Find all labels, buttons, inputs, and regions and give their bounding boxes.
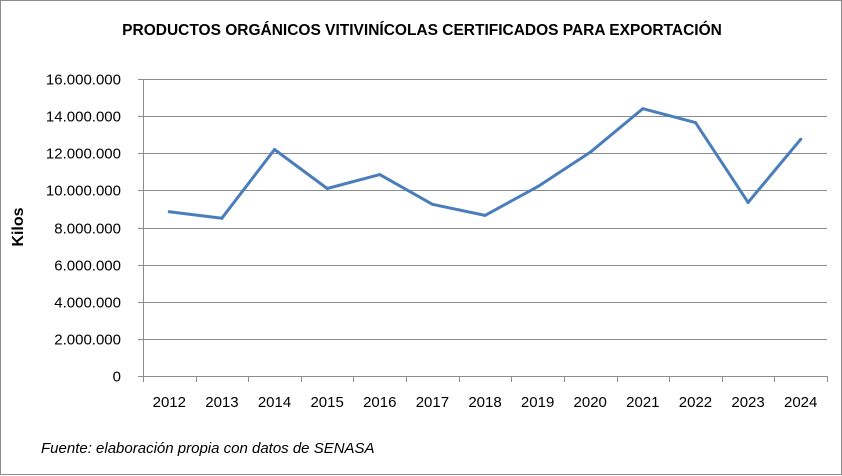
x-axis-ticks: 2012 2013 2014 2015 2016 2017 2018 2019 2020 2021… [143, 376, 828, 411]
y-tick-label-8: 16.000.000 [46, 72, 121, 89]
data-point-2014 [273, 148, 277, 152]
y-tick-label-1: 2.000.000 [54, 332, 121, 349]
x-tick-label-2018: 2018 [468, 394, 501, 411]
series-group [167, 107, 803, 220]
x-tick-label-2013: 2013 [205, 394, 238, 411]
x-tick-label-2023: 2023 [731, 394, 764, 411]
x-tick-label-2015: 2015 [310, 394, 343, 411]
x-tick-label-2012: 2012 [153, 394, 186, 411]
data-point-2013 [220, 216, 224, 220]
axes [143, 79, 827, 377]
y-tick-label-7: 14.000.000 [46, 109, 121, 126]
data-point-2020 [588, 150, 592, 154]
data-point-2023 [746, 200, 750, 204]
y-tick-label-2: 4.000.000 [54, 295, 121, 312]
data-point-2022 [693, 121, 697, 125]
x-tick-label-2017: 2017 [416, 394, 449, 411]
data-point-2018 [483, 213, 487, 217]
grid-lines [143, 79, 827, 340]
data-point-2021 [641, 107, 645, 111]
x-tick-label-2024: 2024 [784, 394, 817, 411]
series-line-0 [167, 107, 803, 220]
x-tick-label-2014: 2014 [258, 394, 291, 411]
y-tick-label-0: 0 [113, 369, 121, 386]
y-axis-ticks: 0 2.000.000 4.000.000 6.000.000 8.000.000 10.… [46, 72, 143, 386]
x-tick-label-2021: 2021 [626, 394, 659, 411]
y-tick-label-6: 12.000.000 [46, 146, 121, 163]
x-tick-label-2019: 2019 [521, 394, 554, 411]
x-tick-label-2020: 2020 [574, 394, 607, 411]
data-point-2015 [325, 187, 329, 191]
x-tick-label-2022: 2022 [679, 394, 712, 411]
data-point-2017 [430, 202, 434, 206]
y-tick-label-3: 6.000.000 [54, 258, 121, 275]
data-point-2019 [536, 185, 540, 189]
y-tick-label-4: 8.000.000 [54, 221, 121, 238]
source-note: Fuente: elaboración propia con datos de … [41, 440, 375, 457]
chart-title: PRODUCTOS ORGÁNICOS VITIVINÍCOLAS CERTIF… [122, 21, 722, 39]
x-tick-label-2016: 2016 [363, 394, 396, 411]
y-tick-label-5: 10.000.000 [46, 183, 121, 200]
y-axis-label: Kilos [10, 207, 27, 246]
data-point-2024 [799, 137, 803, 141]
data-point-2016 [378, 173, 382, 177]
data-point-2012 [167, 210, 171, 214]
